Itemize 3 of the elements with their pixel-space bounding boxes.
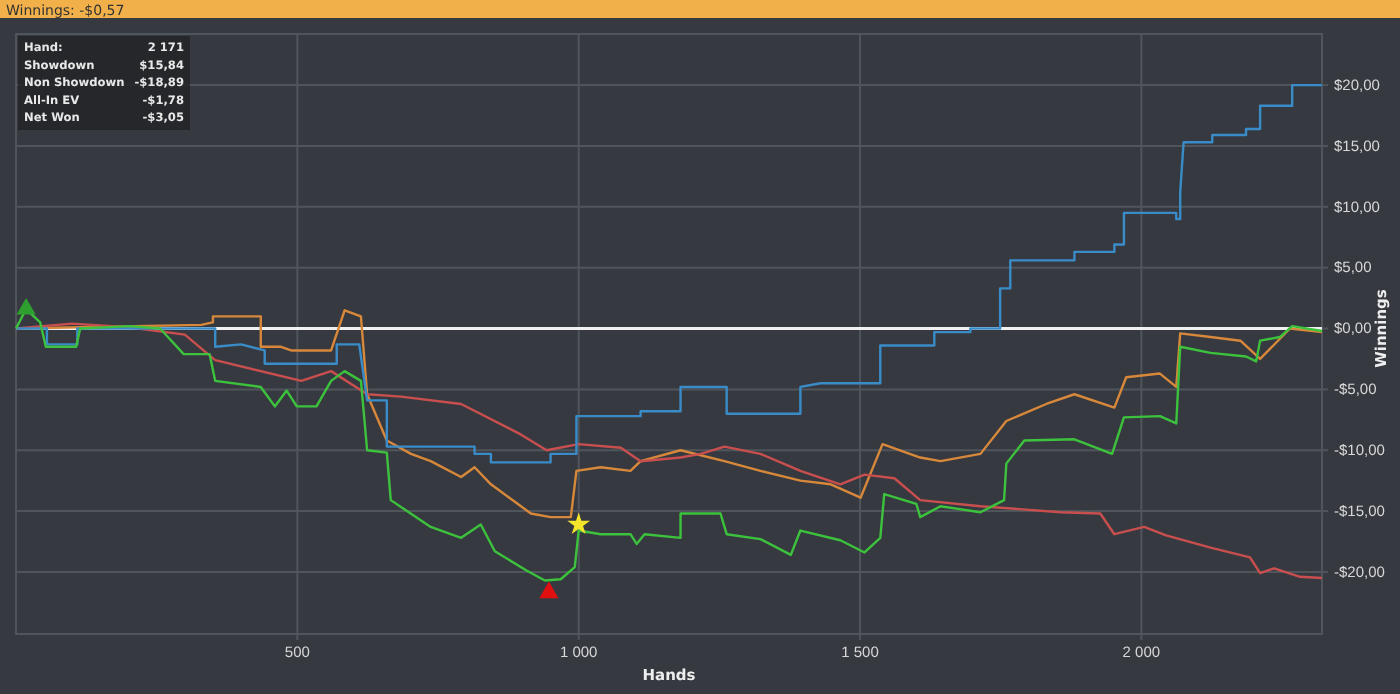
point <box>539 581 559 599</box>
point <box>567 512 591 535</box>
point <box>16 297 36 315</box>
